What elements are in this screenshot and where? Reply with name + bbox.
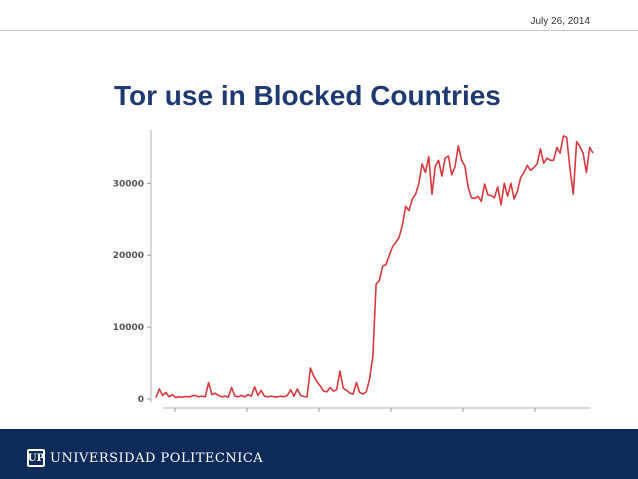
- chart-axes: 0 10000 20000 30000: [113, 130, 591, 412]
- footer-bar: UP UNIVERSIDAD POLITECNICA: [0, 429, 638, 479]
- y-tick-label-0: 0: [138, 395, 144, 405]
- chart-series-group: [155, 135, 594, 399]
- university-logo: UP UNIVERSIDAD POLITECNICA: [27, 449, 263, 467]
- university-name: UNIVERSIDAD POLITECNICA: [50, 450, 264, 466]
- header-divider: [0, 30, 638, 31]
- footer-divider: [0, 427, 638, 429]
- logo-emblem-icon: UP: [27, 449, 45, 467]
- y-tick-label-3: 30000: [113, 179, 144, 189]
- y-tick-label-1: 10000: [113, 323, 144, 333]
- series-line-0: [155, 135, 594, 399]
- header-date: July 26, 2014: [530, 16, 591, 27]
- tor-usage-chart: 0 10000 20000 30000: [113, 130, 594, 412]
- slide-title: Tor use in Blocked Countries: [114, 80, 501, 111]
- y-tick-label-2: 20000: [113, 251, 144, 261]
